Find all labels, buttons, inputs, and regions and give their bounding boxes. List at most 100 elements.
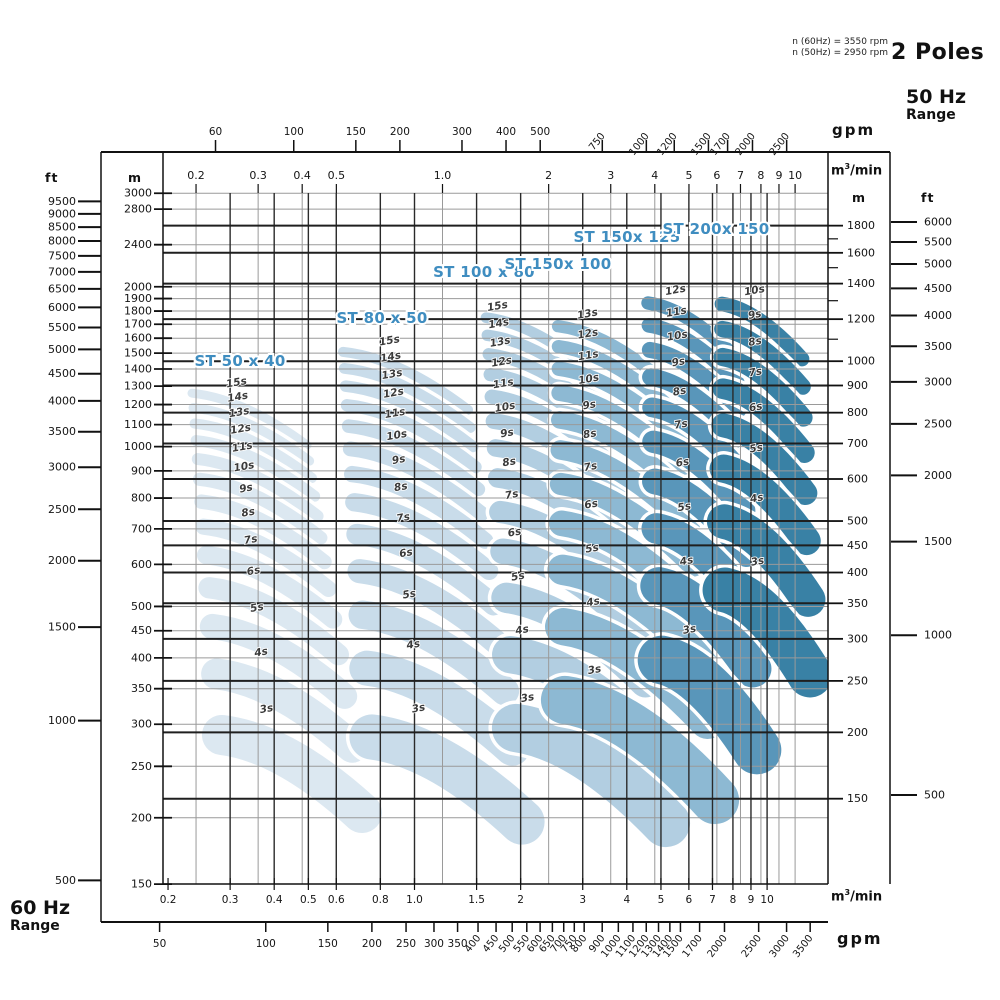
right-m-tick-label: 1800 [847, 219, 875, 232]
range-50hz-main: 50 Hz [906, 86, 967, 108]
top-m3min-tick-label: 3 [607, 169, 614, 182]
stage-band [343, 465, 494, 549]
top-gpm-tick-label: 400 [496, 126, 516, 138]
right-m-tick-label: 450 [847, 539, 868, 552]
right-m-tick-label: 900 [847, 379, 868, 392]
left-ft-tick-label: 7000 [48, 265, 76, 278]
stage-band [188, 403, 315, 466]
stage-label: 15s [486, 299, 509, 314]
bottom-gpm-tick-label: 300 [424, 938, 444, 950]
stage-band [192, 472, 328, 545]
left-ft-scale-header: ft [45, 170, 59, 185]
stage-label: 4s [748, 491, 764, 505]
stage-label: 5s [249, 601, 264, 615]
stage-label: 6s [398, 546, 413, 560]
bottom-gpm-tick-label: 3500 [791, 933, 815, 960]
left-ft-tick-label: 5500 [48, 321, 76, 334]
stage-label: 14s [487, 316, 510, 331]
stage-label: 8s [582, 427, 597, 441]
stage-label: 8s [240, 506, 255, 520]
stage-band [714, 296, 810, 367]
bottom-gpm-tick-label: 350 [448, 938, 468, 950]
top-m3min-tick-label: 6 [713, 169, 720, 182]
stage-label: 8s [393, 480, 408, 494]
left-m-tick-label: 1200 [124, 398, 152, 411]
top-m3min-tick-label: 0.5 [328, 169, 346, 182]
stage-label: 7s [673, 418, 688, 432]
bottom-m3min-tick-label: 9 [748, 894, 755, 906]
left-m-tick-label: 300 [131, 718, 152, 731]
bottom-gpm-tick-label: 450 [481, 933, 501, 955]
range-60hz-main: 60 Hz [10, 897, 71, 919]
top-gpm-tick-label: 1000 [627, 131, 651, 158]
stage-label: 11s [577, 348, 600, 363]
stage-band [190, 435, 321, 502]
stage-label: 7s [243, 533, 258, 547]
stage-label: 12s [577, 326, 600, 341]
bottom-m3min-tick-label: 2 [517, 894, 524, 906]
left-m-scale-header: m [128, 170, 143, 185]
left-m-tick-label: 900 [131, 464, 152, 477]
top-m3min-tick-label: 5 [685, 169, 692, 182]
stage-label: 12s [382, 385, 405, 400]
top-gpm-tick-label: 2000 [734, 131, 758, 158]
range-50hz-label: 50 Hz Range [906, 86, 967, 123]
stage-label: 9s [747, 308, 762, 322]
stage-labels: 15s14s13s12s11s10s9s8s7s6s5s4s3s15s14s13… [224, 282, 766, 717]
stage-band [199, 613, 358, 709]
left-m-tick-label: 1400 [124, 363, 152, 376]
stage-label: 3s [259, 702, 274, 716]
left-ft-tick-label: 8500 [48, 221, 76, 234]
right-m-tick-label: 1200 [847, 313, 875, 326]
bottom-gpm-tick-label: 100 [256, 938, 276, 950]
left-ft-tick-label: 6500 [48, 282, 76, 295]
range-60hz-label: 60 Hz Range [10, 897, 71, 934]
stage-label: 8s [747, 335, 762, 349]
left-m-tick-label: 500 [131, 600, 152, 613]
bottom-m3min-unit-label: m3/min [831, 888, 883, 905]
left-m-tick-label: 200 [131, 811, 152, 824]
stage-label: 6s [246, 564, 261, 578]
left-ft-tick-label: 4500 [48, 367, 76, 380]
left-ft-tick-label: 5000 [48, 343, 76, 356]
stage-band [191, 453, 324, 523]
top-m3min-tick-label: 8 [757, 169, 764, 182]
stage-label: 13s [576, 306, 599, 321]
stage-label: 4s [678, 554, 694, 568]
gridlines [163, 192, 828, 884]
top-gpm-unit-label: gpm [832, 121, 876, 139]
right-m-tick-label: 150 [847, 792, 868, 805]
top-gpm-tick-label: 1200 [655, 131, 679, 158]
bottom-m3min-tick-label: 6 [686, 894, 693, 906]
bottom-m3min-tick-label: 1.5 [468, 894, 485, 906]
bottom-gpm-tick-label: 150 [318, 938, 338, 950]
left-m-tick-label: 2000 [124, 280, 152, 293]
top-gpm-tick-label: 200 [390, 126, 410, 138]
left-m-tick-label: 1300 [124, 380, 152, 393]
top-gpm-tick-label: 150 [346, 126, 366, 138]
left-m-tick-label: 2800 [124, 203, 152, 216]
bottom-gpm-tick-label: 2500 [740, 933, 764, 960]
stage-label: 10s [233, 459, 256, 474]
stage-label: 13s [489, 334, 512, 349]
stage-label: 10s [666, 328, 689, 343]
stage-label: 12s [664, 283, 687, 298]
top-m3min-tick-label: 0.3 [249, 169, 267, 182]
left-ft-tick-label: 7500 [48, 249, 76, 262]
series-header-label: ST 150x 125 [573, 228, 680, 246]
rpm-note-60hz: n (60Hz) = 3550 rpm [792, 37, 888, 47]
bottom-m3min-tick-label: 0.8 [372, 894, 389, 906]
stage-label: 10s [385, 428, 408, 443]
stage-label: 11s [231, 439, 254, 454]
top-gpm-tick-label: 100 [284, 126, 304, 138]
left-m-tick-label: 700 [131, 522, 152, 535]
stage-label: 6s [507, 525, 522, 539]
left-m-tick-label: 400 [131, 651, 152, 664]
top-gpm-tick-label: 750 [587, 131, 607, 153]
bottom-m3min-tick-label: 7 [709, 894, 716, 906]
right-ft-tick-label: 2000 [924, 469, 952, 482]
stage-label: 3s [750, 555, 765, 569]
stage-label: 3s [587, 663, 602, 677]
left-ft-tick-label: 500 [55, 874, 76, 887]
